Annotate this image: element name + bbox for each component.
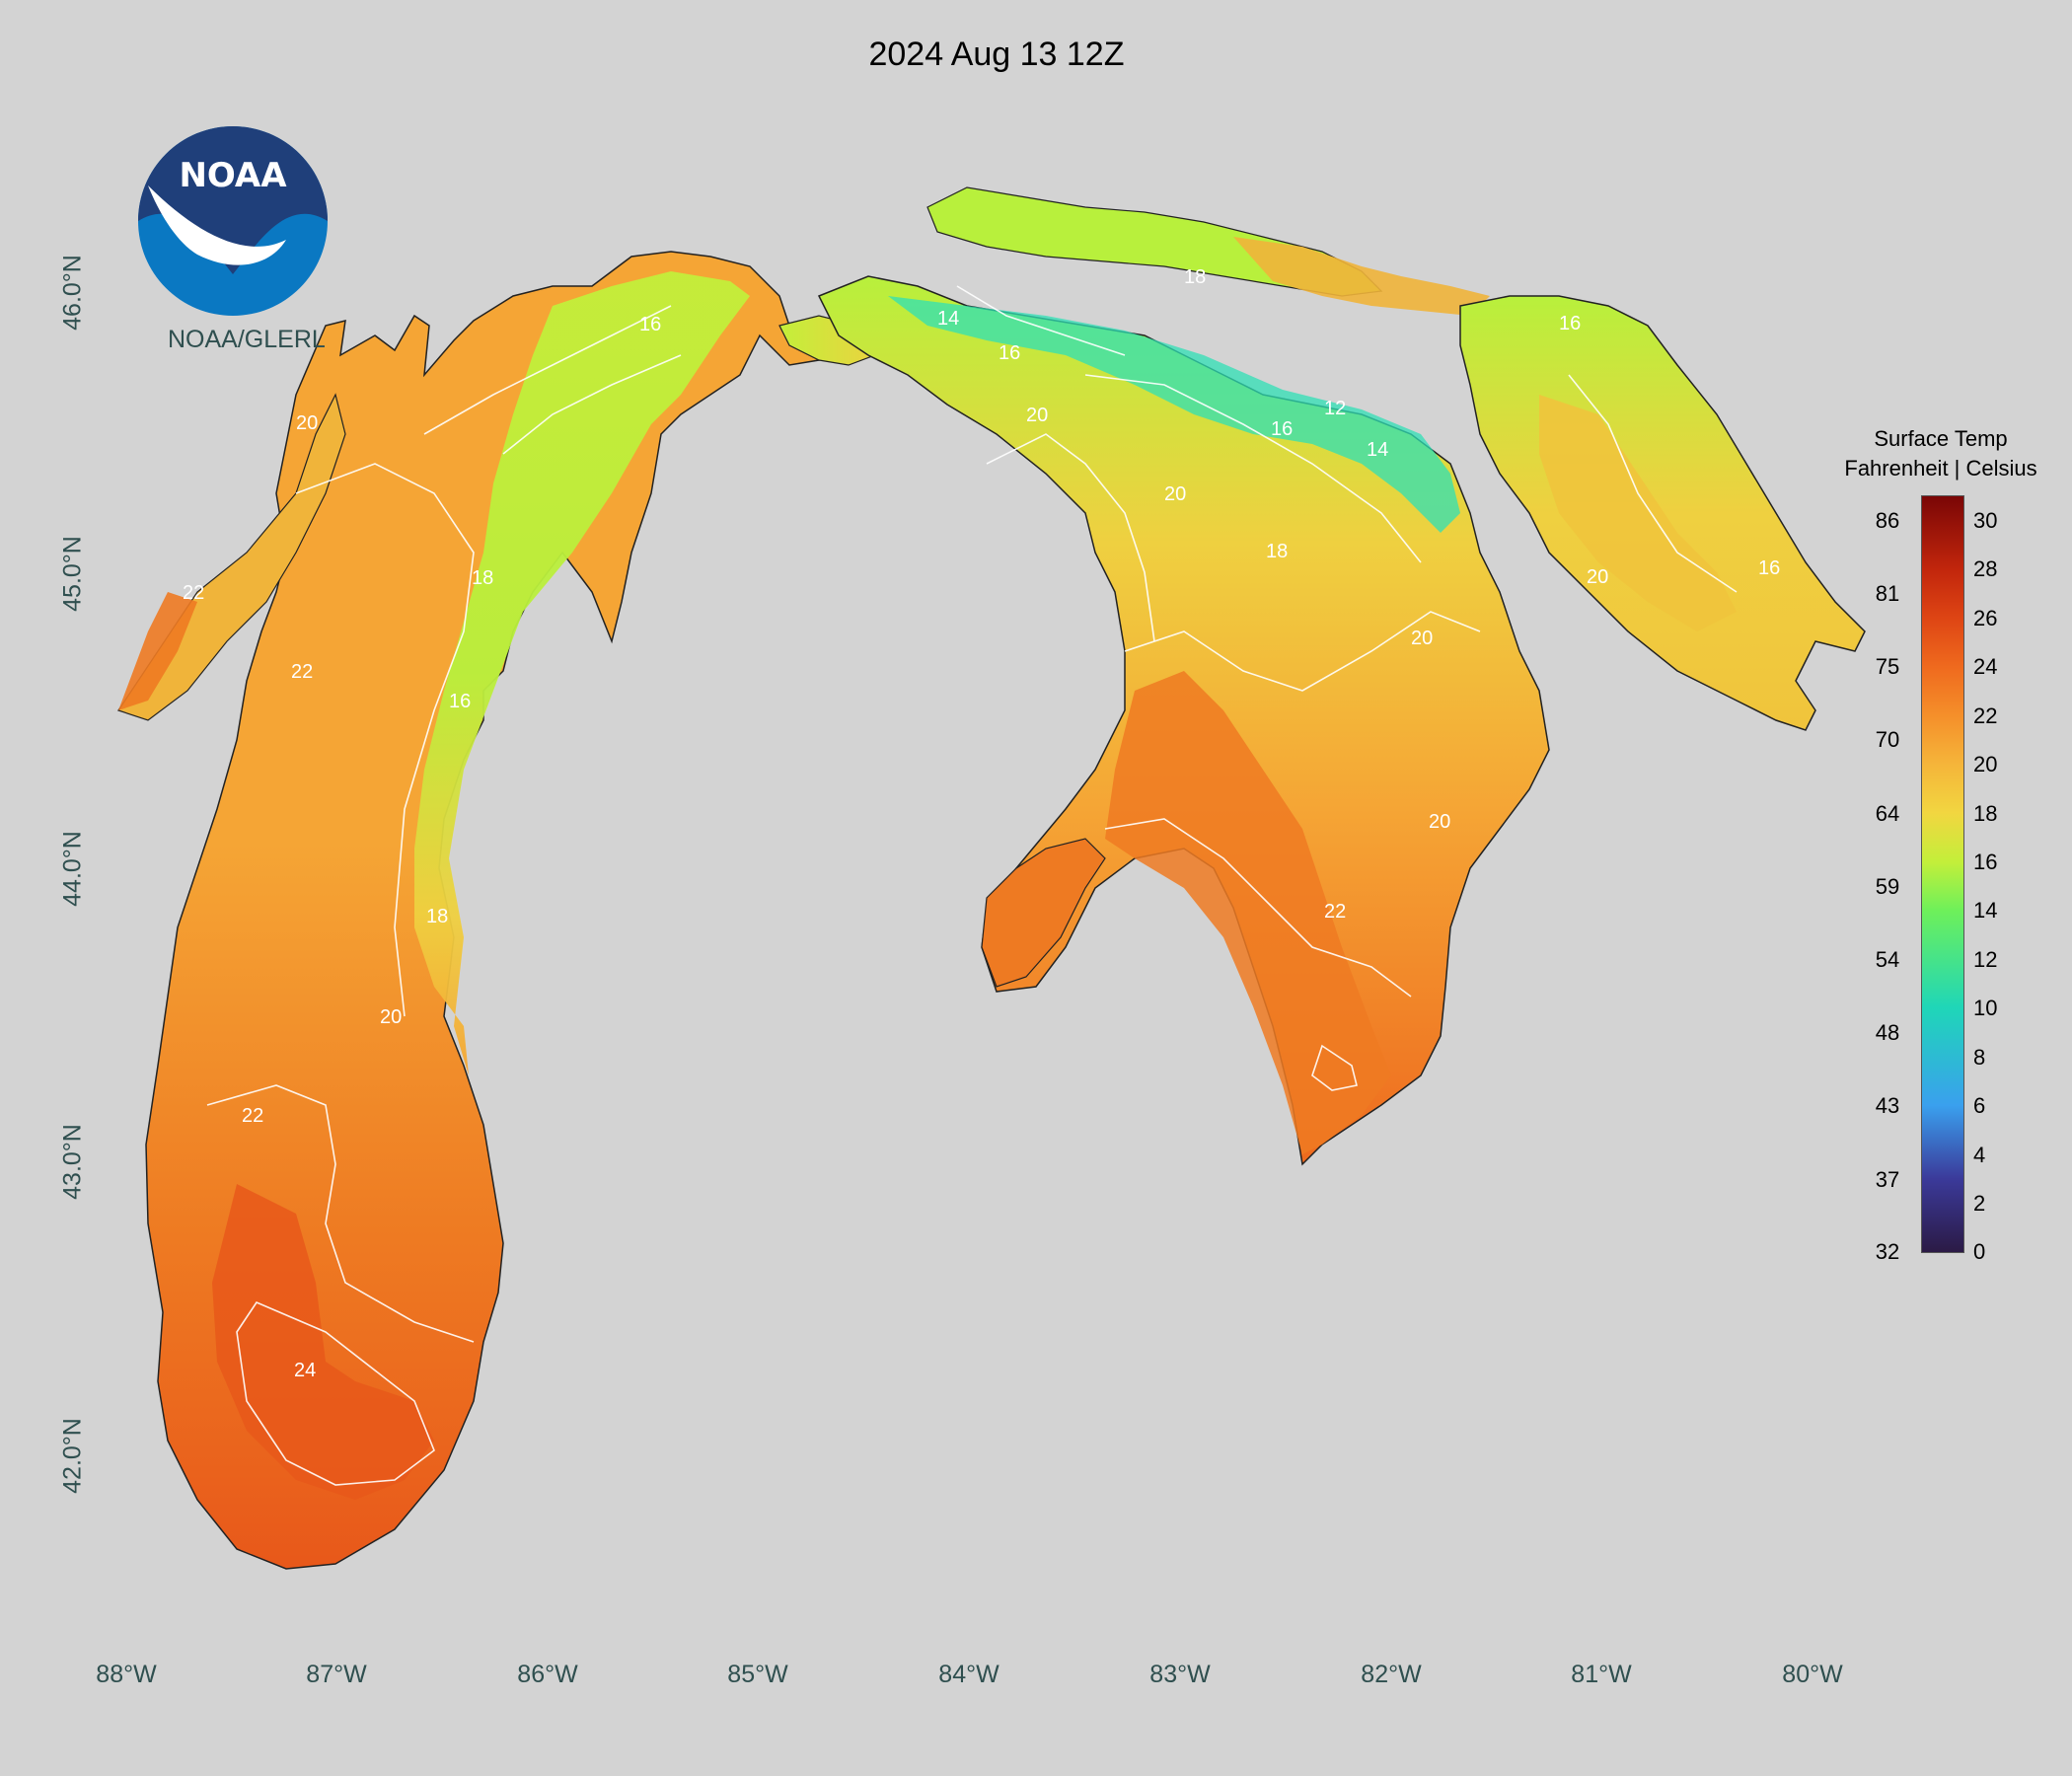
- fahrenheit-tick: 54: [1875, 947, 1900, 972]
- fahrenheit-tick: 32: [1875, 1239, 1900, 1264]
- celsius-tick: 0: [1973, 1239, 1986, 1264]
- lat-label: 42.0°N: [58, 1418, 87, 1494]
- contour-label: 20: [1429, 811, 1451, 833]
- fahrenheit-tick: 43: [1875, 1093, 1900, 1118]
- contour-label: 14: [937, 308, 960, 330]
- lon-label: 80°W: [1782, 1661, 1843, 1688]
- contour-label: 12: [1324, 398, 1347, 419]
- lon-label: 88°W: [96, 1661, 157, 1688]
- contour-label: 20: [1411, 628, 1434, 649]
- contour-label: 22: [183, 582, 205, 604]
- noaa-emblem-icon: [138, 126, 328, 316]
- huron-saginaw-warm: [1105, 671, 1391, 1154]
- contour-label: 18: [1184, 266, 1207, 288]
- contour-label: 20: [1587, 566, 1609, 588]
- celsius-tick: 22: [1973, 703, 1998, 728]
- celsius-tick: 14: [1973, 898, 1998, 923]
- lon-label: 86°W: [517, 1661, 578, 1688]
- lon-label: 81°W: [1571, 1661, 1632, 1688]
- celsius-tick: 10: [1973, 996, 1998, 1020]
- contour-label: 20: [1164, 483, 1187, 505]
- saginaw-bay: [981, 838, 1106, 988]
- legend-subtitle: Fahrenheit | Celsius: [1844, 456, 2037, 481]
- contour-label: 18: [426, 906, 449, 927]
- celsius-tick: 18: [1973, 801, 1998, 826]
- huron-cold-band: [888, 296, 1460, 533]
- contour-label: 16: [639, 314, 662, 335]
- logo-caption: NOAA/GLERL: [168, 326, 326, 353]
- fahrenheit-tick: 59: [1875, 874, 1900, 899]
- lake-michigan-east-shelf: [414, 271, 750, 1075]
- green-bay-south: [118, 592, 197, 710]
- celsius-tick: 6: [1973, 1093, 1986, 1118]
- celsius-tick: 4: [1973, 1143, 1986, 1167]
- lon-label: 83°W: [1149, 1661, 1211, 1688]
- lat-label: 44.0°N: [58, 831, 87, 907]
- celsius-tick: 12: [1973, 947, 1998, 972]
- lon-label: 85°W: [727, 1661, 788, 1688]
- fahrenheit-tick: 64: [1875, 801, 1900, 826]
- lat-label: 46.0°N: [58, 255, 87, 331]
- legend-title: Surface Temp: [1874, 426, 2008, 451]
- contour-label: 16: [1758, 557, 1781, 579]
- fahrenheit-tick: 70: [1875, 727, 1900, 752]
- noaa-logo: NOAA: [138, 126, 328, 316]
- noaa-logo-text: NOAA: [179, 156, 287, 195]
- lat-label: 43.0°N: [58, 1124, 87, 1200]
- fahrenheit-tick: 48: [1875, 1020, 1900, 1045]
- lon-label: 82°W: [1361, 1661, 1422, 1688]
- lat-label: 45.0°N: [58, 536, 87, 612]
- fahrenheit-tick: 75: [1875, 654, 1900, 679]
- contour-label: 22: [242, 1105, 264, 1127]
- celsius-tick: 8: [1973, 1045, 1986, 1070]
- contour-label: 16: [1559, 313, 1582, 334]
- contour-label: 14: [1367, 439, 1389, 461]
- contour-label: 16: [1271, 418, 1294, 440]
- contour-label: 18: [472, 567, 494, 589]
- colorbar: [1921, 495, 1964, 1253]
- north-channel-east: [1233, 237, 1490, 316]
- contour-lines: [206, 285, 1738, 1486]
- contour-label: 16: [999, 342, 1021, 364]
- lon-label: 84°W: [938, 1661, 999, 1688]
- celsius-tick: 30: [1973, 508, 1998, 533]
- contour-label: 18: [1266, 541, 1289, 562]
- contour-label: 20: [380, 1006, 403, 1028]
- celsius-tick: 28: [1973, 556, 1998, 581]
- michigan-hot-core: [212, 1184, 434, 1500]
- celsius-tick: 2: [1973, 1191, 1986, 1216]
- contour-label: 20: [296, 412, 319, 434]
- contour-label: 22: [1324, 901, 1347, 923]
- fahrenheit-tick: 37: [1875, 1167, 1900, 1192]
- celsius-tick: 26: [1973, 606, 1998, 630]
- contour-label: 24: [294, 1360, 317, 1381]
- celsius-tick: 16: [1973, 850, 1998, 874]
- contour-label: 22: [291, 661, 314, 683]
- celsius-tick: 20: [1973, 752, 1998, 777]
- contour-label: 16: [449, 691, 472, 712]
- georgian-bay-warm: [1539, 395, 1737, 631]
- map-title: 2024 Aug 13 12Z: [868, 36, 1125, 73]
- fahrenheit-tick: 81: [1875, 581, 1900, 606]
- fahrenheit-tick: 86: [1875, 508, 1900, 533]
- celsius-tick: 24: [1973, 654, 1998, 679]
- contour-label: 20: [1026, 405, 1049, 426]
- lon-label: 87°W: [306, 1661, 367, 1688]
